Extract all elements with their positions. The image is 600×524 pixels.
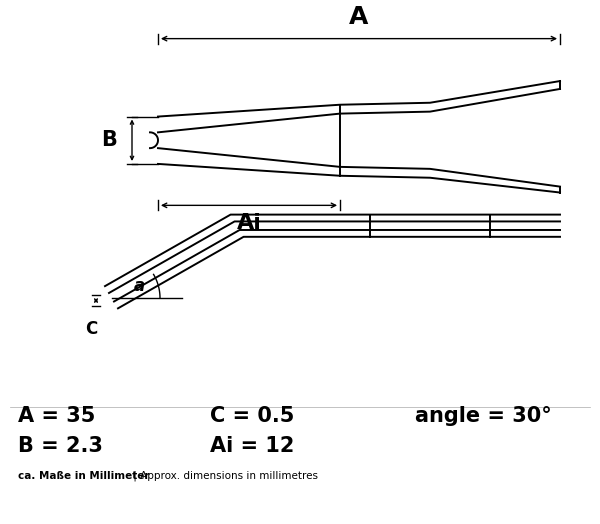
Text: Ai = 12: Ai = 12 xyxy=(210,436,295,456)
Text: C = 0.5: C = 0.5 xyxy=(210,407,295,427)
Text: A: A xyxy=(349,5,368,29)
Text: B = 2.3: B = 2.3 xyxy=(18,436,103,456)
Text: ca. Maße in Millimeter: ca. Maße in Millimeter xyxy=(18,471,149,481)
Text: | Approx. dimensions in millimetres: | Approx. dimensions in millimetres xyxy=(130,471,318,481)
Text: Ai: Ai xyxy=(236,213,262,233)
Text: angle = 30°: angle = 30° xyxy=(415,407,552,427)
Text: B: B xyxy=(101,130,117,150)
Text: a: a xyxy=(133,277,145,295)
Text: A = 35: A = 35 xyxy=(18,407,95,427)
Text: C: C xyxy=(85,320,97,338)
